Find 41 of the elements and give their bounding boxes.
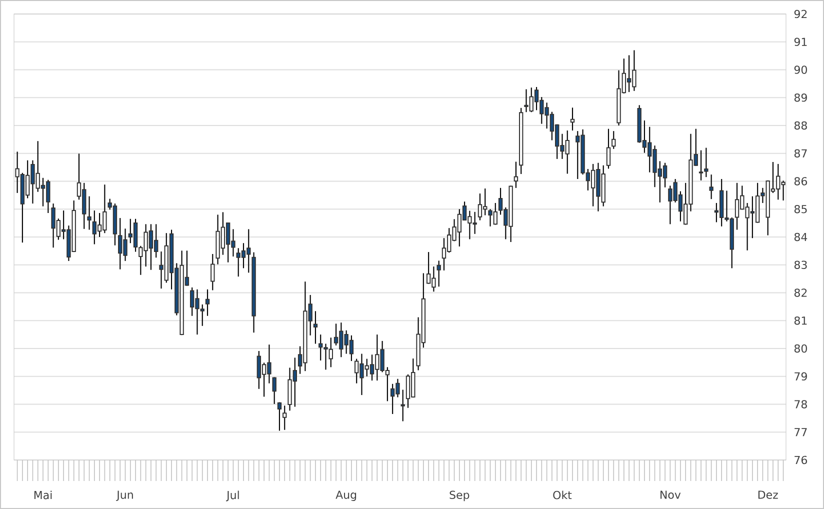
y-tick-label: 78	[794, 400, 807, 408]
x-tick-label: Jun	[116, 490, 133, 501]
y-tick-label: 88	[794, 121, 807, 130]
y-tick-label: 84	[794, 232, 808, 242]
candlestick	[606, 128, 611, 170]
x-tick-label: Jul	[226, 490, 239, 502]
y-tick-label: 92	[794, 10, 807, 18]
candlestick	[698, 150, 704, 181]
y-tick-label: 79	[794, 372, 807, 381]
y-tick-label: 91	[794, 38, 807, 46]
candlestick	[282, 405, 287, 430]
x-tick-label: Aug	[336, 490, 356, 501]
y-tick-label: 87	[794, 149, 807, 158]
candlestick	[400, 389, 405, 422]
candlestick	[210, 253, 215, 291]
x-tick-label: Mai	[34, 490, 52, 500]
candlestick	[612, 130, 616, 150]
y-tick-label: 80	[794, 344, 807, 353]
x-tick-label: Okt	[553, 490, 572, 500]
y-tick-label: 90	[794, 66, 807, 74]
candlestick	[272, 376, 276, 404]
candlestick	[704, 147, 708, 178]
x-tick-label: Sep	[450, 490, 470, 502]
candlestick	[514, 161, 518, 188]
candlestick	[436, 260, 441, 288]
candlestick	[313, 310, 318, 344]
candlestick	[87, 196, 92, 230]
candlestick	[205, 288, 210, 316]
y-tick-label: 77	[794, 428, 807, 436]
y-tick-label: 89	[794, 93, 807, 102]
y-tick-label: 83	[794, 260, 807, 270]
y-tick-label: 81	[794, 316, 807, 325]
y-tick-label: 76	[794, 456, 808, 464]
y-tick-label: 85	[794, 204, 807, 214]
candlestick	[570, 107, 575, 132]
candlestick	[709, 174, 714, 200]
x-tick-label: Nov	[660, 490, 681, 499]
y-tick-label: 86	[794, 177, 808, 186]
y-tick-label: 82	[794, 288, 807, 297]
candlestick	[277, 402, 282, 432]
x-tick-label: Dez	[758, 490, 778, 499]
